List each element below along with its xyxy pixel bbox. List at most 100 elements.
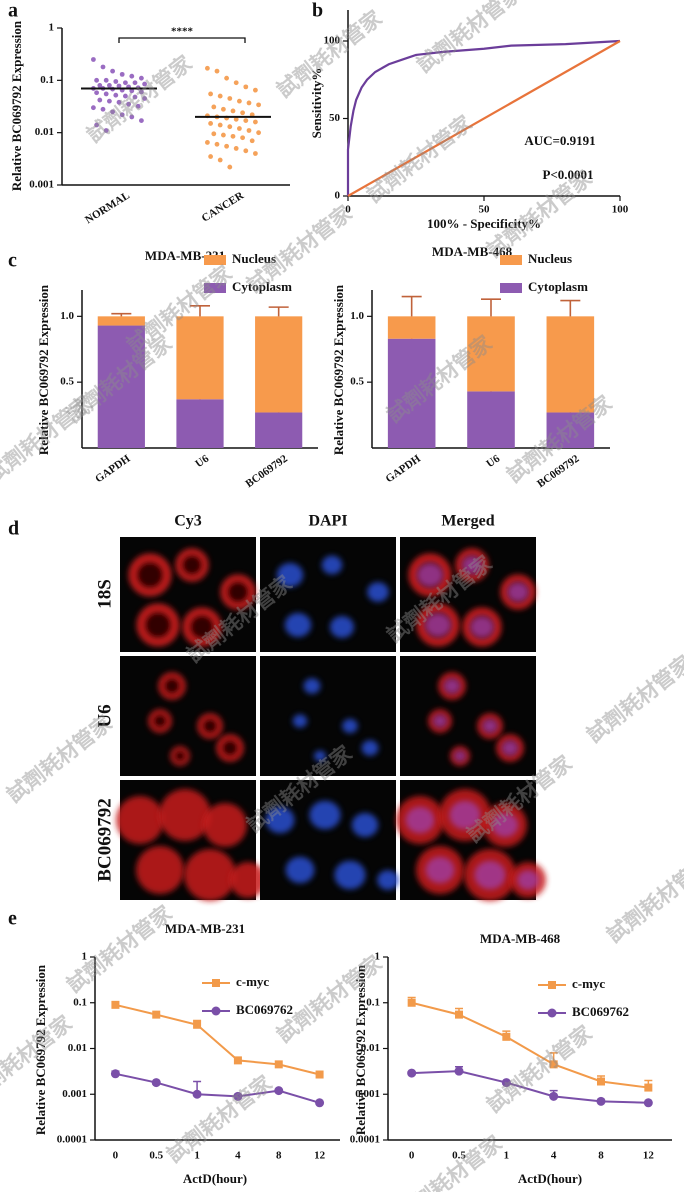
x-axis-label: ActD(hour) xyxy=(518,1171,582,1186)
row-label: 18S xyxy=(94,579,115,609)
data-point xyxy=(407,998,416,1007)
bar-segment xyxy=(97,316,145,326)
data-point xyxy=(110,1069,120,1079)
legend-swatch xyxy=(204,255,226,265)
data-point xyxy=(139,118,144,124)
chart-title: MDA-MB-468 xyxy=(480,931,561,946)
bar-segment xyxy=(176,399,224,448)
x-tick-label: 8 xyxy=(276,1150,282,1162)
panel-letter: b xyxy=(312,0,323,22)
cell-signal xyxy=(216,734,244,762)
nucleus xyxy=(491,812,519,838)
data-point xyxy=(123,80,128,86)
y-tick-label: 0.01 xyxy=(361,1042,380,1054)
x-tick-label: 4 xyxy=(235,1150,241,1162)
data-point xyxy=(91,57,96,62)
data-point xyxy=(274,1060,283,1069)
legend-swatch xyxy=(500,283,522,293)
nucleus xyxy=(482,718,498,734)
significance-bracket xyxy=(118,37,246,43)
data-point xyxy=(129,114,135,120)
nucleus xyxy=(314,750,326,762)
data-point xyxy=(151,1078,161,1088)
data-point xyxy=(211,104,217,110)
x-axis-label: ActD(hour) xyxy=(183,1171,247,1186)
data-point xyxy=(221,132,226,138)
panel-letter: c xyxy=(8,250,17,272)
bar-segment xyxy=(97,325,145,448)
cell-signal xyxy=(158,672,186,700)
data-point xyxy=(249,138,255,144)
micrograph xyxy=(400,537,536,652)
x-tick-label: BC069792 xyxy=(243,452,290,490)
data-point xyxy=(214,68,220,74)
y-tick-label: 0.0001 xyxy=(57,1134,87,1146)
y-tick-label: 0.001 xyxy=(355,1088,380,1100)
data-point xyxy=(224,75,230,81)
data-point xyxy=(103,128,109,133)
data-point xyxy=(407,1068,417,1078)
data-point xyxy=(253,151,258,156)
data-point xyxy=(596,1096,606,1106)
micrograph xyxy=(260,780,399,900)
panel-letter: a xyxy=(8,0,18,22)
data-point xyxy=(230,133,236,139)
data-point xyxy=(129,73,135,79)
column-header: Cy3 xyxy=(174,513,202,530)
micrograph-bg xyxy=(260,780,396,900)
data-point xyxy=(643,1098,653,1108)
x-tick-label: 0 xyxy=(345,204,351,216)
data-point xyxy=(103,91,109,97)
cell-signal xyxy=(128,553,172,597)
cell-signal xyxy=(159,789,211,841)
y-tick-label: 0.001 xyxy=(29,179,54,191)
data-point xyxy=(205,140,210,145)
nucleus xyxy=(276,562,304,588)
watermark: 試劑耗材管家 xyxy=(482,165,597,262)
bar-segment xyxy=(255,412,303,448)
data-point xyxy=(142,96,148,101)
data-point xyxy=(233,80,239,86)
row-label: U6 xyxy=(94,704,115,727)
x-tick-label: U6 xyxy=(193,452,211,470)
cell-signal xyxy=(136,603,180,647)
data-point xyxy=(233,146,239,151)
y-axis-label: Relative BC069792 Expression xyxy=(36,284,51,455)
legend-swatch xyxy=(204,283,226,293)
data-point xyxy=(243,118,249,124)
watermark: 試劑耗材管家 xyxy=(272,5,387,102)
legend-marker xyxy=(547,1008,557,1018)
x-tick-label: 0.5 xyxy=(452,1150,466,1162)
data-point xyxy=(217,93,223,99)
bar-segment xyxy=(467,316,515,392)
data-point xyxy=(224,143,230,149)
significance-label: **** xyxy=(171,26,194,38)
data-point xyxy=(274,1086,284,1096)
cell-signal xyxy=(170,746,190,766)
bar-segment xyxy=(387,316,436,339)
data-point xyxy=(315,1098,325,1108)
y-tick-label: 1 xyxy=(375,951,381,963)
y-tick-label: 0.01 xyxy=(35,126,54,138)
data-point xyxy=(243,148,249,154)
series-line xyxy=(115,1072,320,1104)
data-point xyxy=(139,75,144,81)
series-line xyxy=(347,40,621,197)
data-point xyxy=(113,79,119,84)
data-point xyxy=(315,1070,324,1079)
data-point xyxy=(116,99,122,105)
x-tick-label: 50 xyxy=(479,204,491,216)
data-point xyxy=(233,1091,243,1101)
nucleus xyxy=(361,740,379,756)
legend-marker xyxy=(211,1006,221,1016)
annotation: P<0.0001 xyxy=(542,167,593,182)
data-point xyxy=(111,1000,120,1009)
nucleus xyxy=(454,750,466,762)
y-axis-label: Relative BC069792 Expression xyxy=(331,284,346,455)
bar-segment xyxy=(546,412,595,448)
nucleus xyxy=(461,555,483,575)
x-tick-label: 100 xyxy=(612,204,629,216)
panel-letter: e xyxy=(8,908,17,930)
x-tick-label: 0 xyxy=(409,1150,415,1162)
data-point xyxy=(597,1077,605,1086)
